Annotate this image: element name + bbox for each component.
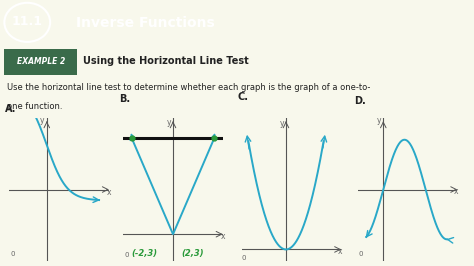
Text: y: y (166, 118, 171, 127)
Text: (2,3): (2,3) (181, 249, 204, 258)
Text: y: y (377, 116, 381, 125)
Text: Using the Horizontal Line Test: Using the Horizontal Line Test (83, 56, 249, 66)
Text: (-2,3): (-2,3) (131, 249, 157, 258)
Text: 11.1: 11.1 (12, 15, 43, 28)
Text: 0: 0 (11, 251, 15, 257)
Text: 0: 0 (124, 252, 129, 258)
Text: Use the horizontal line test to determine whether each graph is the graph of a o: Use the horizontal line test to determin… (7, 83, 371, 92)
Text: D.: D. (354, 96, 365, 106)
Text: Inverse Functions: Inverse Functions (76, 16, 215, 30)
Text: 0: 0 (358, 251, 363, 257)
Text: A.: A. (5, 104, 16, 114)
Text: x: x (338, 247, 342, 256)
FancyBboxPatch shape (4, 49, 77, 75)
Text: C.: C. (237, 92, 248, 102)
Text: x: x (221, 232, 225, 241)
Text: y: y (279, 119, 284, 128)
Text: x: x (454, 187, 459, 196)
Text: B.: B. (119, 94, 130, 104)
Text: x: x (107, 188, 111, 197)
Text: one function.: one function. (7, 102, 63, 111)
Text: EXAMPLE 2: EXAMPLE 2 (17, 57, 65, 66)
Text: y: y (40, 116, 45, 125)
Text: 0: 0 (242, 255, 246, 261)
